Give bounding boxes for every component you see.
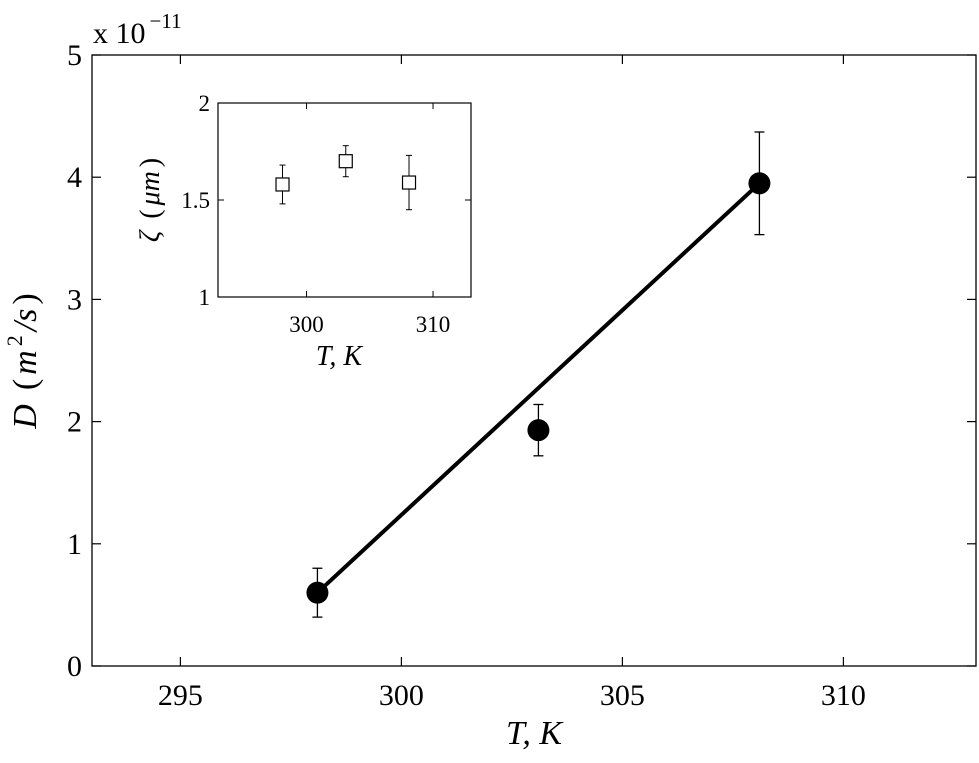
inset-data-point <box>275 177 290 192</box>
inset-y-tick-label: 1.5 <box>181 188 210 213</box>
inset-y-label-paren-open: ( <box>135 209 166 218</box>
main-x-tick-label: 310 <box>821 679 866 712</box>
main-x-ticks: 295 300 305 310 <box>158 55 866 712</box>
main-y-tick-label: 2 <box>67 406 82 439</box>
inset-y-label-symbol: ζ <box>135 229 166 242</box>
main-axes: 295 300 305 310 0 1 2 3 4 5 T, K D ( m 2 /s ) x … <box>2 9 977 752</box>
main-y-tick-label: 1 <box>67 528 82 561</box>
main-x-tick-label: 305 <box>600 679 645 712</box>
inset-series <box>275 145 417 211</box>
y-exponent-power: −11 <box>150 9 182 33</box>
main-y-tick-label: 0 <box>67 650 82 683</box>
inset-x-tick-label: 300 <box>289 312 324 337</box>
inset-y-label-paren-close: ) <box>135 158 166 167</box>
y-label-paren-close: ) <box>7 293 44 304</box>
y-label-unit-m: m <box>7 350 44 375</box>
inset-axes: 300 310 11.52 T, K ζ ( μm ) <box>135 91 472 372</box>
y-label-symbol: D <box>7 404 44 430</box>
y-label-paren-open: ( <box>7 379 44 390</box>
main-y-tick-label: 3 <box>67 283 82 316</box>
y-label-unit-exponent: 2 <box>2 335 27 346</box>
inset-data-point <box>338 154 353 169</box>
inset-y-axis-label-text: ζ ( μm ) <box>135 158 166 242</box>
main-y-tick-label: 5 <box>67 39 82 72</box>
y-label-unit-per-s: /s <box>7 309 44 334</box>
main-y-axis-label: D ( m 2 /s ) <box>2 293 44 429</box>
inset-x-tick-label: 310 <box>416 312 451 337</box>
inset-y-ticks: 11.52 <box>181 91 471 310</box>
inset-y-axis-label: ζ ( μm ) <box>135 158 166 242</box>
main-y-axis-label-text: D ( m 2 /s ) <box>2 293 44 429</box>
inset-y-tick-label: 2 <box>199 91 211 116</box>
inset-x-ticks: 300 310 <box>289 103 450 337</box>
inset-x-axis-label: T, K <box>316 341 363 372</box>
inset-y-tick-label: 1 <box>199 285 211 310</box>
data-point <box>748 172 771 195</box>
main-x-axis-label: T, K <box>506 715 564 752</box>
y-exponent-label: x 10 −11 <box>93 9 182 50</box>
main-y-tick-label: 4 <box>67 161 82 194</box>
main-plot-frame <box>91 54 977 667</box>
data-point <box>306 581 329 604</box>
main-series <box>306 131 771 618</box>
data-point <box>527 419 550 442</box>
main-y-ticks: 0 1 2 3 4 5 <box>67 39 976 683</box>
inset-plot-frame <box>217 102 472 298</box>
inset-data-point <box>401 175 417 190</box>
inset-y-label-unit: μm <box>135 171 166 206</box>
fit-line <box>316 181 761 595</box>
main-x-tick-label: 300 <box>379 679 424 712</box>
main-x-tick-label: 295 <box>158 679 203 712</box>
y-exponent-prefix: x 10 <box>93 17 146 50</box>
